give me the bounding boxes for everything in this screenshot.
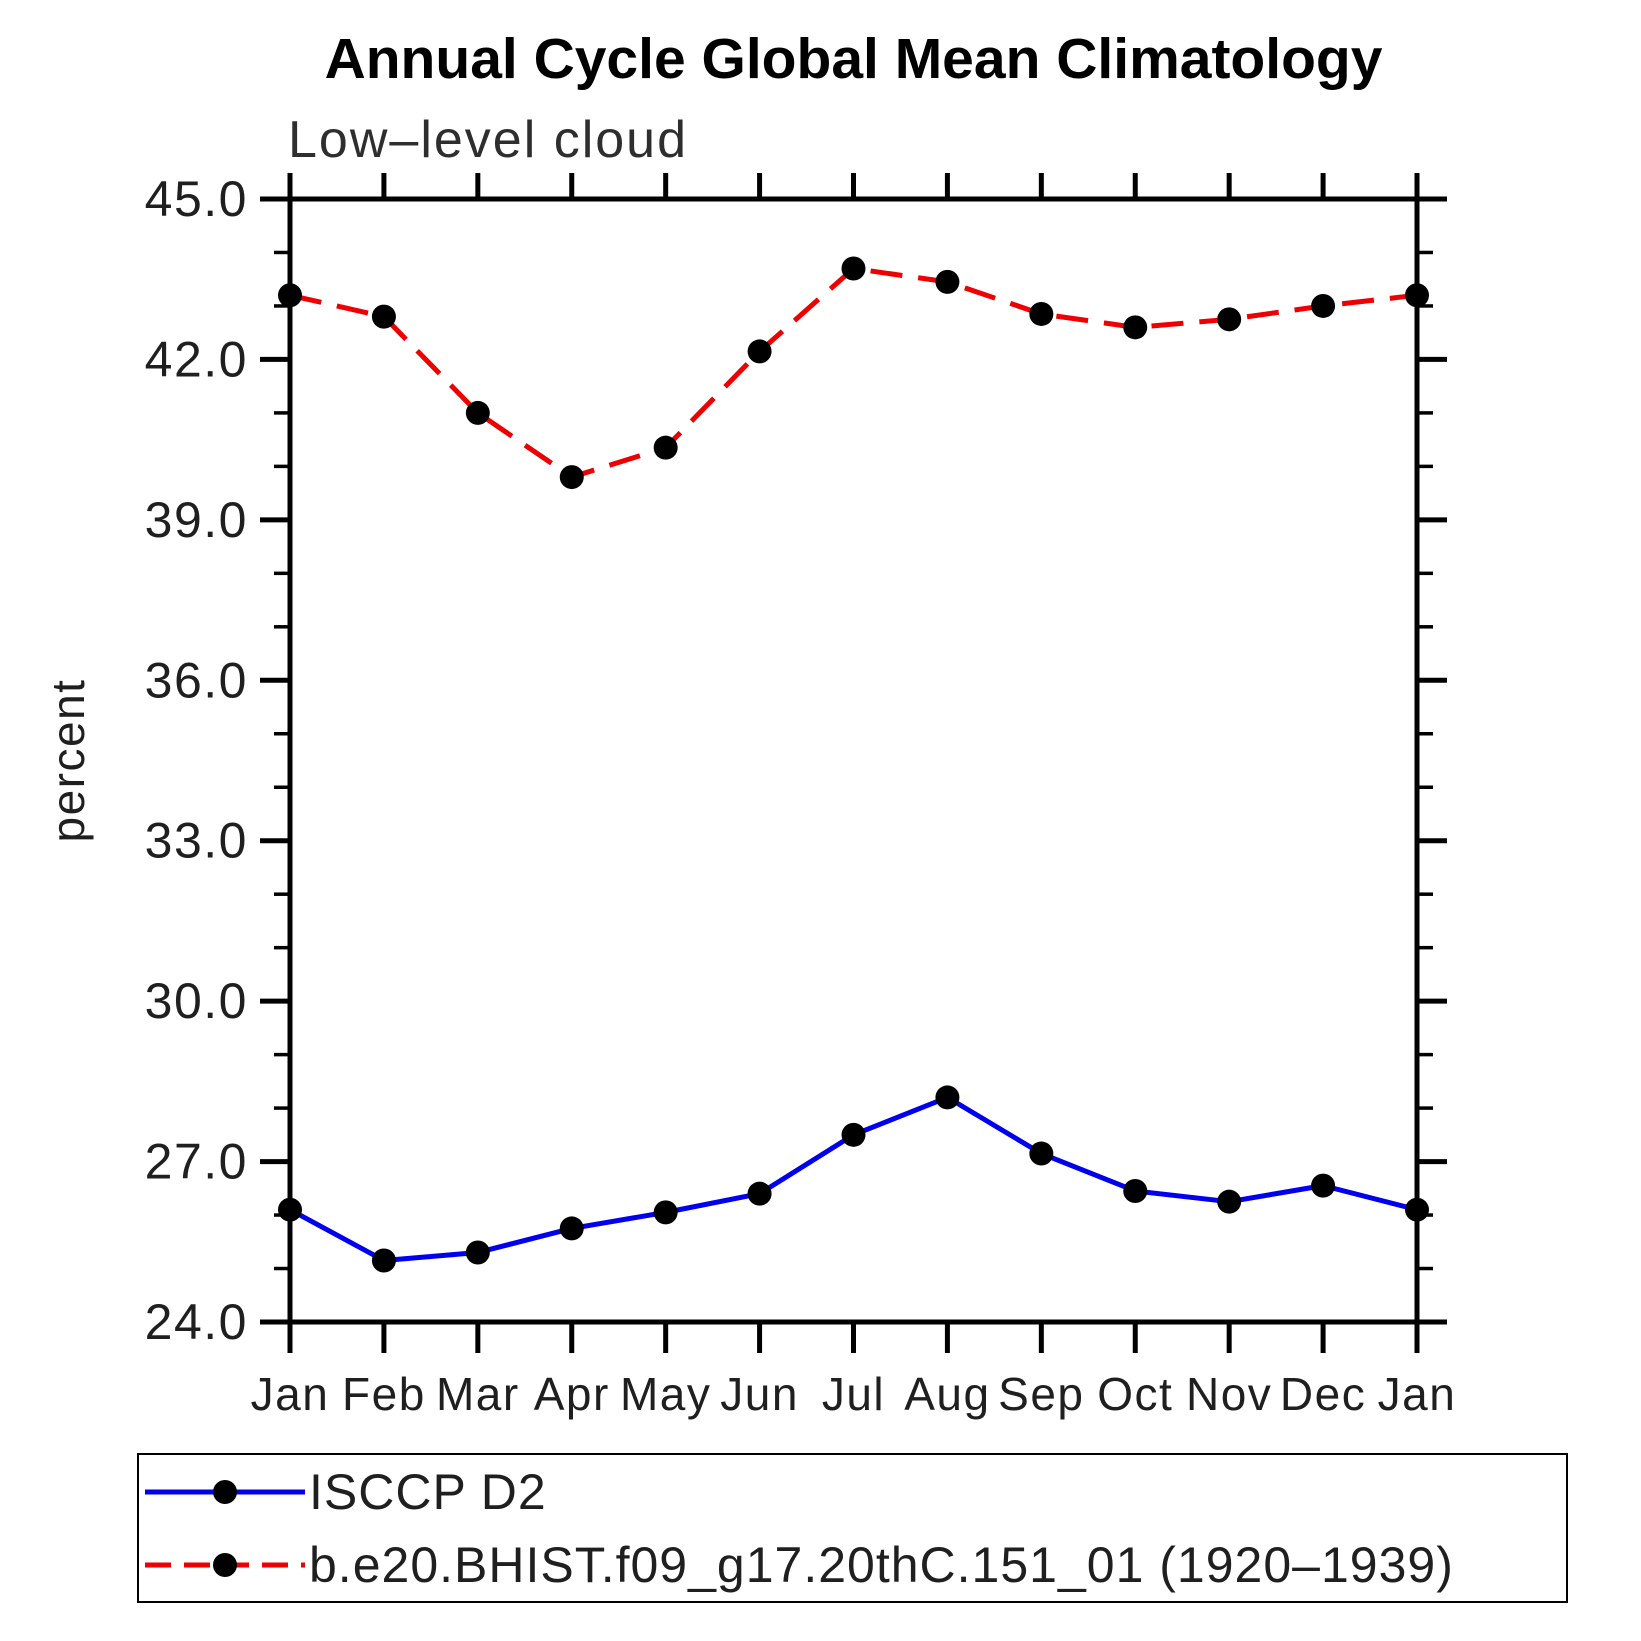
data-point (278, 1197, 302, 1222)
data-point (841, 256, 866, 281)
data-point (465, 400, 490, 425)
data-point (1311, 1173, 1336, 1198)
x-tick-label: Sep (998, 1368, 1084, 1420)
y-tick-label: 39.0 (145, 492, 248, 548)
data-point (1217, 307, 1242, 332)
legend-key-solid-line-icon (145, 1479, 305, 1504)
data-point (371, 1248, 396, 1273)
data-point (747, 339, 772, 364)
data-point (278, 283, 302, 308)
x-tick-label: Jul (822, 1368, 885, 1420)
data-point (559, 1216, 584, 1241)
series-line-1 (289, 266, 1418, 480)
y-tick-label: 42.0 (145, 331, 248, 387)
data-point (1217, 1189, 1242, 1214)
data-point (935, 1085, 960, 1110)
legend-box: ISCCP D2 b.e20.BHIST.f09_g17.20thC.151_0… (137, 1453, 1568, 1603)
x-tick-label: Apr (534, 1368, 610, 1420)
data-point (465, 1240, 490, 1265)
y-tick-label: 24.0 (145, 1294, 248, 1350)
y-tick-label: 30.0 (145, 973, 248, 1029)
data-point (653, 1200, 678, 1225)
x-tick-label: Jan (1378, 1368, 1457, 1420)
data-point (1029, 1141, 1054, 1166)
axis-frame (287, 196, 1420, 1325)
data-point (1029, 301, 1054, 326)
x-tick-label: Mar (436, 1368, 520, 1420)
x-tick-label: Feb (342, 1368, 426, 1420)
x-tick-label: Jan (251, 1368, 330, 1420)
legend-item: ISCCP D2 (139, 1457, 1566, 1527)
y-tick-label: 33.0 (145, 813, 248, 869)
x-tick-label: Oct (1097, 1368, 1173, 1420)
data-point (935, 269, 960, 294)
data-point (747, 1181, 772, 1206)
legend-label: b.e20.BHIST.f09_g17.20thC.151_01 (1920–1… (309, 1536, 1454, 1593)
legend-key-dashed-line-icon (145, 1552, 305, 1577)
x-tick-label: May (620, 1368, 711, 1420)
x-tick-label: Jun (720, 1368, 799, 1420)
data-point (653, 435, 678, 460)
data-point (1405, 1197, 1429, 1222)
data-point (1311, 293, 1336, 318)
legend-label: ISCCP D2 (309, 1463, 547, 1520)
data-point (371, 304, 396, 329)
y-axis-label: percent (42, 679, 94, 843)
y-tick-label: 45.0 (145, 171, 248, 227)
data-point (559, 465, 584, 490)
chart-title: Annual Cycle Global Mean Climatology (324, 27, 1383, 91)
data-point (1123, 1178, 1148, 1203)
chart-subtitle: Low–level cloud (288, 111, 689, 169)
data-point (841, 1122, 866, 1147)
data-point (1123, 315, 1148, 340)
y-tick-label: 27.0 (145, 1134, 248, 1190)
x-tick-label: Dec (1280, 1368, 1366, 1420)
series-line-0 (288, 1094, 1418, 1264)
data-point (1405, 283, 1429, 308)
legend-item: b.e20.BHIST.f09_g17.20thC.151_01 (1920–1… (139, 1530, 1566, 1600)
y-tick-label: 36.0 (145, 652, 248, 708)
x-tick-label: Aug (904, 1368, 990, 1420)
x-tick-label: Nov (1186, 1368, 1272, 1420)
